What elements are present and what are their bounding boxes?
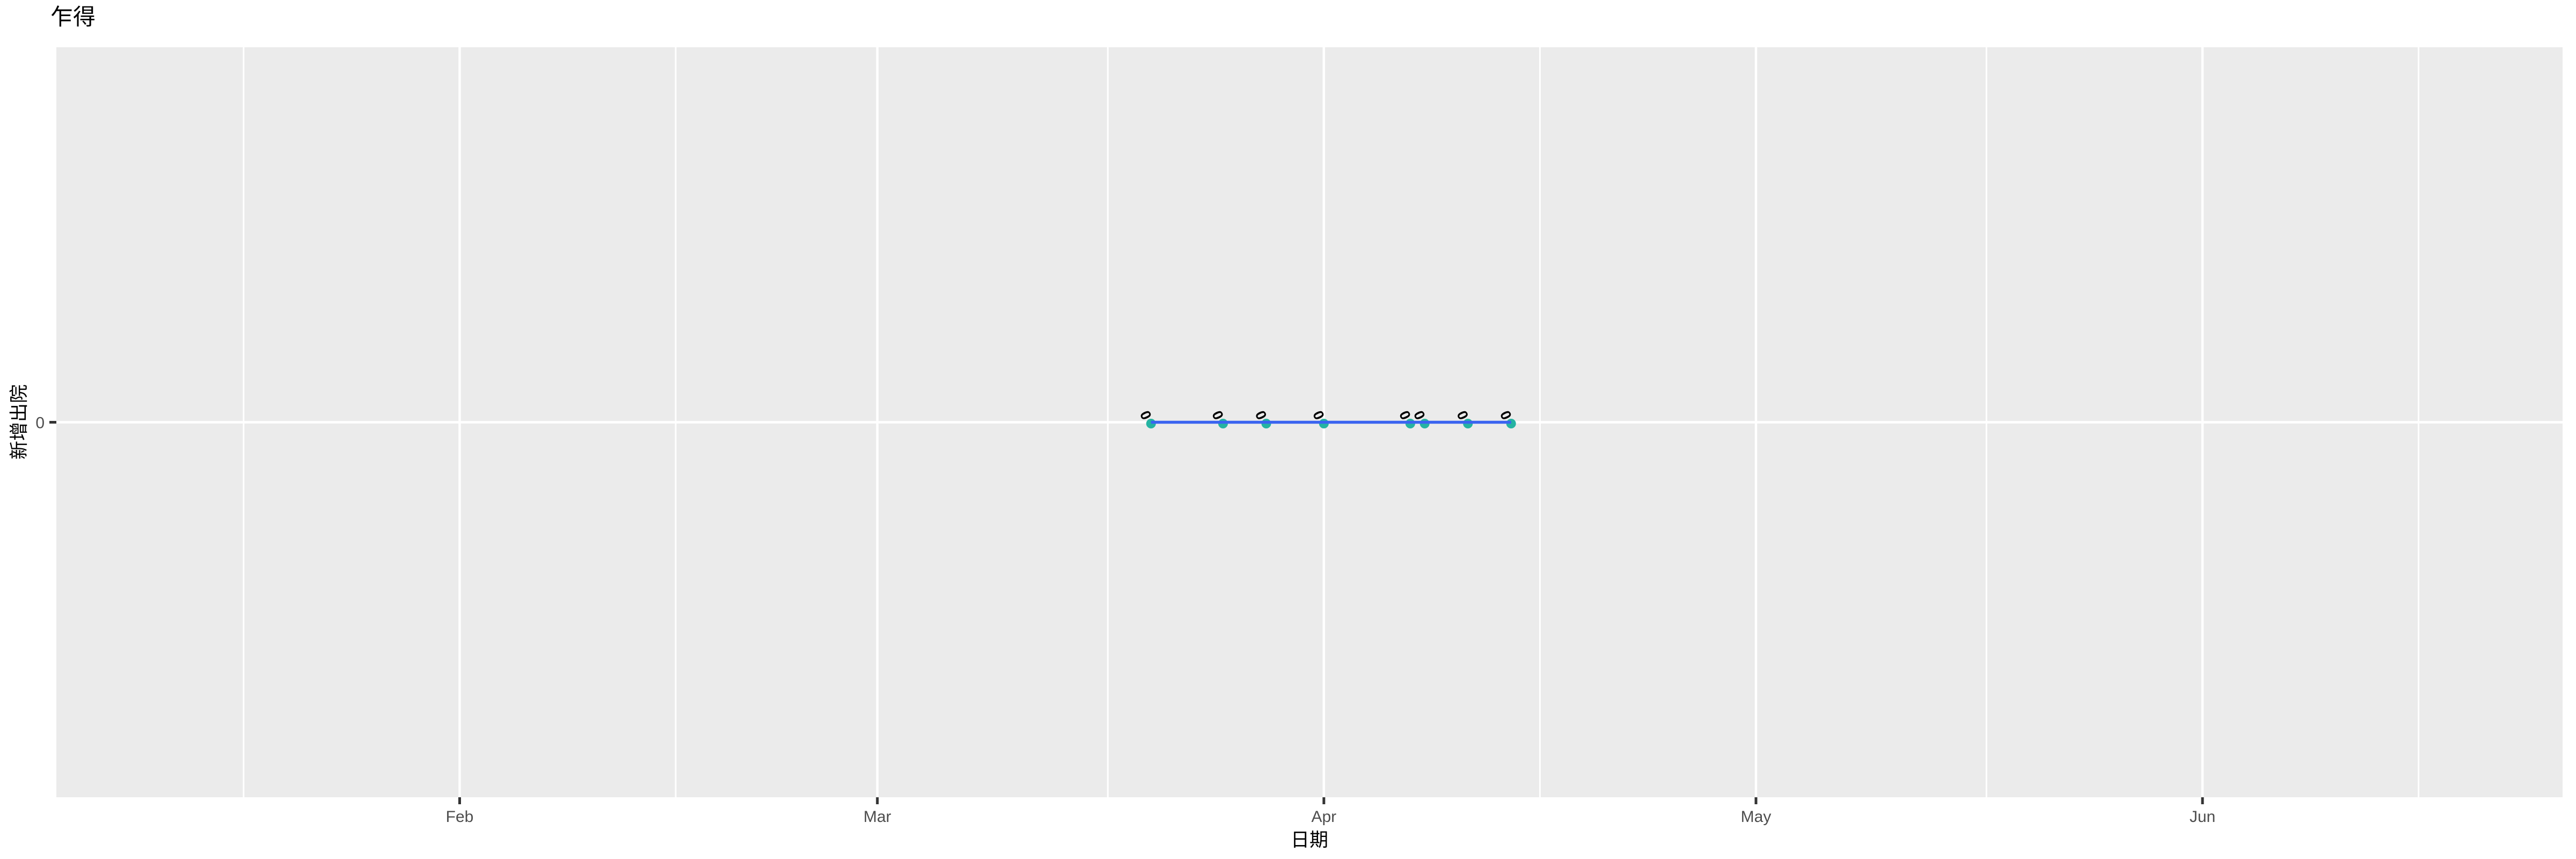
x-tick-label: May — [1741, 808, 1772, 826]
x-axis-title: 日期 — [1290, 829, 1329, 851]
x-tick-label: Jun — [2190, 808, 2215, 826]
x-tick-label: Feb — [446, 808, 474, 826]
chart-title: 乍得 — [50, 4, 96, 30]
y-tick-label: 0 — [35, 414, 45, 432]
y-axis-title: 新增出院 — [9, 384, 30, 460]
x-tick-label: Apr — [1311, 808, 1336, 826]
x-tick-label: Mar — [863, 808, 891, 826]
